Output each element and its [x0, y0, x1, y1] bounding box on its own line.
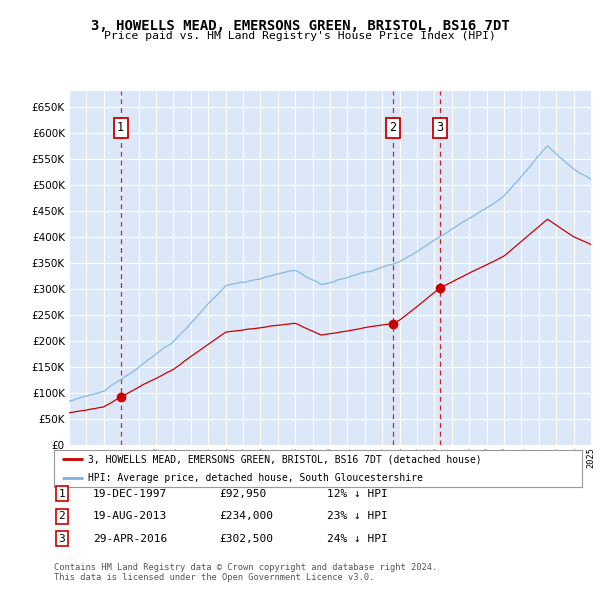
Text: 24% ↓ HPI: 24% ↓ HPI: [327, 534, 388, 543]
Text: 2: 2: [58, 512, 65, 521]
Text: 1: 1: [117, 122, 124, 135]
Text: HPI: Average price, detached house, South Gloucestershire: HPI: Average price, detached house, Sout…: [88, 473, 423, 483]
Text: Contains HM Land Registry data © Crown copyright and database right 2024.
This d: Contains HM Land Registry data © Crown c…: [54, 563, 437, 582]
Text: 19-DEC-1997: 19-DEC-1997: [93, 489, 167, 499]
Text: 3, HOWELLS MEAD, EMERSONS GREEN, BRISTOL, BS16 7DT (detached house): 3, HOWELLS MEAD, EMERSONS GREEN, BRISTOL…: [88, 454, 482, 464]
Text: 3: 3: [437, 122, 444, 135]
Text: 12% ↓ HPI: 12% ↓ HPI: [327, 489, 388, 499]
Text: £92,950: £92,950: [219, 489, 266, 499]
Text: 23% ↓ HPI: 23% ↓ HPI: [327, 512, 388, 521]
Text: 2: 2: [389, 122, 397, 135]
Text: 3, HOWELLS MEAD, EMERSONS GREEN, BRISTOL, BS16 7DT: 3, HOWELLS MEAD, EMERSONS GREEN, BRISTOL…: [91, 19, 509, 33]
Text: £234,000: £234,000: [219, 512, 273, 521]
Text: £302,500: £302,500: [219, 534, 273, 543]
Text: 3: 3: [58, 534, 65, 543]
Text: 29-APR-2016: 29-APR-2016: [93, 534, 167, 543]
Text: 1: 1: [58, 489, 65, 499]
Text: 19-AUG-2013: 19-AUG-2013: [93, 512, 167, 521]
Text: Price paid vs. HM Land Registry's House Price Index (HPI): Price paid vs. HM Land Registry's House …: [104, 31, 496, 41]
